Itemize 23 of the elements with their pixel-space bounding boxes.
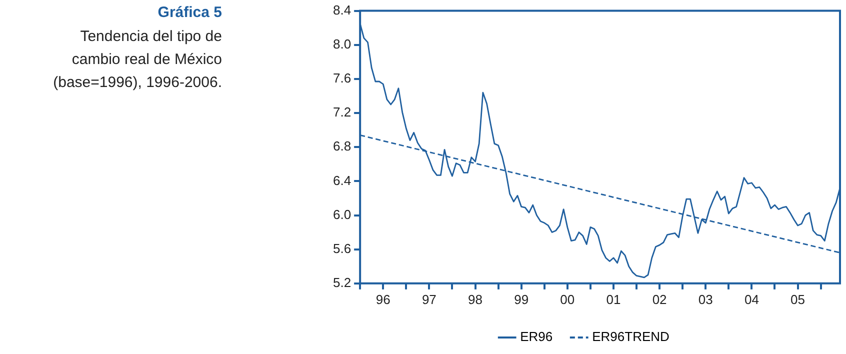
text: Tendencia del tipo de cambio real de México (base=1996), 1996-2006. [52,27,222,93]
legend-label: ER96 [520,329,553,344]
text: Gráfica 5 [156,4,222,21]
x-tick-label: 02 [652,292,667,307]
x-tick-label: 98 [468,292,482,307]
x-tick-label: 01 [606,292,621,307]
y-tick-label: 5.6 [332,240,352,256]
y-tick-label: 6.8 [332,138,352,154]
y-tick-label: 6.4 [332,172,352,188]
y-tick-label: 8.4 [332,2,352,18]
y-tick-label: 8.0 [332,36,352,52]
y-tick-label: 7.6 [332,70,352,86]
y-tick-label: 7.2 [332,104,352,120]
x-tick-label: 04 [744,292,759,307]
x-tick-label: 03 [698,292,713,307]
x-tick-label: 97 [422,292,436,307]
legend-label: ER96TREND [592,329,670,344]
x-tick-label: 00 [560,292,575,307]
x-tick-label: 96 [376,292,390,307]
x-tick-label: 05 [790,292,805,307]
x-tick-label: 99 [514,292,529,307]
y-tick-label: 6.0 [332,206,352,222]
y-tick-label: 5.2 [332,274,352,290]
